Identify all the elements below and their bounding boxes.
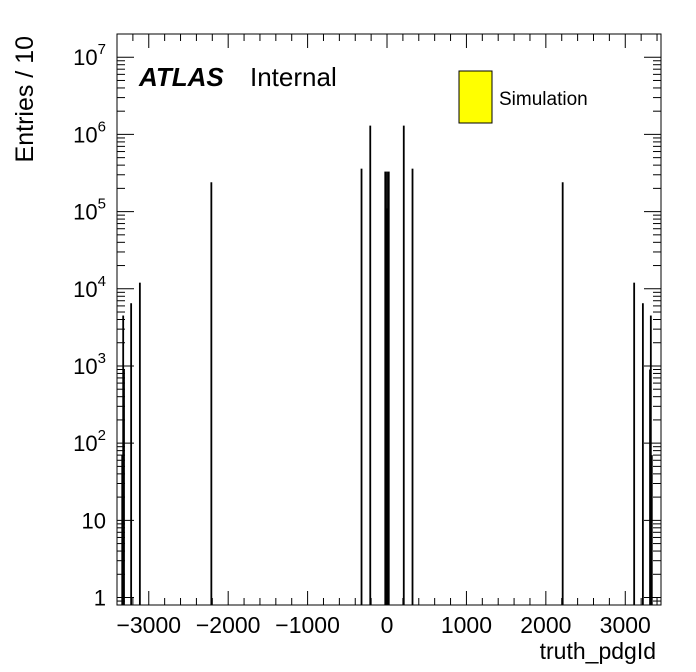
histogram-bar <box>210 182 213 605</box>
y-tick-label: 107 <box>73 41 106 70</box>
y-tick-label: 1 <box>94 586 106 611</box>
histogram-bar <box>121 455 124 605</box>
y-axis-label: Entries / 10 <box>11 36 39 162</box>
histogram-bar <box>360 168 363 605</box>
histogram-bar <box>386 171 388 605</box>
histogram-bar <box>561 182 564 605</box>
y-tick-label: 103 <box>73 350 106 379</box>
x-axis-ticks: −3000 −2000 −1000 0 1000 2000 3000 <box>116 34 658 638</box>
histogram-bar <box>402 125 405 606</box>
y-tick-label: 106 <box>73 118 106 147</box>
histogram-bar <box>387 171 390 605</box>
status-label: Internal <box>250 62 337 92</box>
histogram-bar <box>650 455 653 605</box>
histogram-bar <box>369 125 372 606</box>
x-tick-label: 3000 <box>600 612 651 638</box>
x-tick-label: −2000 <box>196 612 261 638</box>
x-axis-label: truth_pdgId <box>540 638 656 664</box>
y-tick-label: 105 <box>73 196 106 225</box>
histogram-bars <box>121 125 653 606</box>
x-tick-label: 2000 <box>520 612 571 638</box>
legend-label: Simulation <box>499 89 588 110</box>
atlas-label: ATLAS <box>138 62 224 92</box>
histogram-bar <box>411 168 414 605</box>
y-tick-label: 102 <box>73 427 106 456</box>
histogram-bar <box>385 208 387 605</box>
x-tick-label: −3000 <box>116 612 181 638</box>
x-tick-label: 0 <box>381 612 394 638</box>
histogram-bar <box>633 282 636 605</box>
histogram-bar <box>130 303 133 605</box>
histogram-bar <box>123 369 125 605</box>
y-tick-label: 104 <box>73 273 106 302</box>
x-tick-label: −1000 <box>275 612 340 638</box>
y-tick-label: 10 <box>82 508 106 533</box>
histogram-bar <box>641 303 644 605</box>
histogram-bar <box>649 315 652 605</box>
x-tick-label: 1000 <box>441 612 492 638</box>
histogram-bar <box>138 282 141 605</box>
y-axis-ticks: 1 10 102 103 104 105 106 107 <box>73 33 661 611</box>
legend-swatch <box>458 70 493 124</box>
